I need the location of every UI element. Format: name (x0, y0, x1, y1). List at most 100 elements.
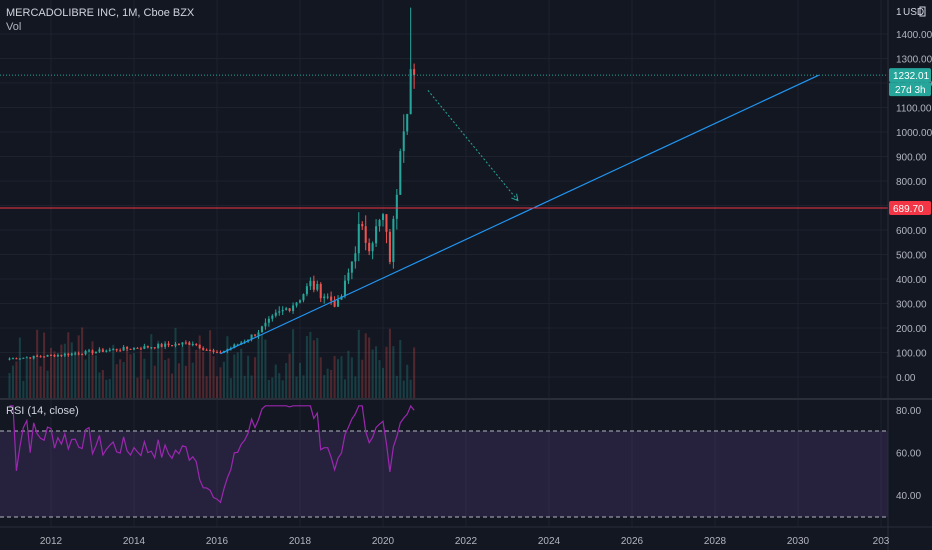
volume-bar (32, 356, 35, 399)
volume-bar (171, 373, 174, 399)
volume-bar (267, 379, 270, 399)
volume-bar (77, 335, 80, 399)
candle-body (388, 231, 391, 262)
volume-bar (143, 358, 146, 399)
volume-bar (271, 377, 274, 399)
volume-bar (209, 330, 212, 399)
volume-bar (202, 352, 205, 399)
candle-body (209, 349, 212, 351)
candle-body (188, 342, 191, 345)
price-tick-label: 1300.00 (896, 55, 932, 66)
candle-body (167, 343, 170, 346)
volume-label[interactable]: Vol (6, 21, 22, 33)
rsi-axis[interactable]: 80.00 60.00 40.00 (896, 406, 921, 502)
volume-bar (406, 364, 409, 399)
candle-body (56, 354, 59, 357)
volume-bar (91, 341, 94, 399)
volume-bar (326, 368, 329, 399)
current-price-tag: 1232.01 27d 3h (889, 68, 931, 97)
price-tick-label: 600.00 (896, 226, 927, 237)
volume-bar (281, 380, 284, 399)
volume-bar (340, 356, 343, 399)
candle-body (319, 284, 322, 299)
volume-bar (25, 358, 28, 399)
candle-body (395, 194, 398, 219)
volume-bar (347, 350, 350, 399)
volume-bar (330, 369, 333, 399)
volume-bar (184, 365, 187, 399)
candle-body (143, 346, 146, 349)
volume-bar (285, 363, 288, 399)
candle-body (323, 296, 326, 299)
candle-body (343, 280, 346, 297)
volume-bar (167, 358, 170, 399)
candle-body (413, 69, 416, 76)
candle-body (150, 347, 153, 349)
volume-bar (226, 336, 229, 399)
volume-bar (233, 354, 236, 399)
volume-bar (22, 380, 25, 399)
volume-bar (295, 376, 298, 399)
currency-dropdown-icon[interactable] (919, 6, 926, 17)
volume-bar (198, 335, 201, 399)
time-axis[interactable]: 2012 2014 2016 2018 2020 2022 2024 2026 2028 2030… (40, 536, 890, 547)
volume-bar (36, 329, 39, 399)
volume-bar (81, 327, 84, 399)
volume-bar (243, 375, 246, 399)
candle-body (219, 352, 222, 354)
candle-body (191, 344, 194, 346)
volume-bar (368, 337, 371, 399)
candle-body (146, 346, 149, 348)
currency-selector[interactable]: USD 1 (896, 6, 926, 18)
volume-bar (413, 347, 416, 399)
volume-bar (409, 379, 412, 399)
candle-body (254, 334, 257, 336)
price-tick-label: 400.00 (896, 275, 927, 286)
volume-bar (150, 334, 153, 399)
candle-body (15, 358, 18, 360)
candle-body (309, 280, 312, 287)
volume-bar (354, 376, 357, 399)
volume-bar (212, 356, 215, 399)
volume-bar (98, 372, 101, 399)
trendline[interactable] (220, 74, 820, 355)
rsi-legend[interactable]: RSI (14, close) (6, 405, 79, 417)
candle-body (399, 151, 402, 195)
candle-body (264, 322, 267, 327)
candle-body (119, 350, 122, 352)
candle-body (260, 326, 263, 333)
candle-body (381, 214, 385, 221)
candle-body (326, 296, 329, 298)
volume-bar (333, 356, 336, 399)
volume-bar (139, 350, 142, 399)
price-tick-label: 200.00 (896, 324, 927, 335)
candle-body (292, 305, 295, 312)
candle-body (153, 347, 156, 349)
candle-body (281, 309, 284, 312)
volume-bar (385, 346, 388, 399)
projection-arrow[interactable] (427, 90, 519, 202)
price-tick-label: 1100.00 (896, 104, 932, 115)
candle-body (171, 345, 174, 347)
candle-body (29, 357, 32, 359)
volume-bar (240, 348, 243, 399)
volume-bar (160, 346, 163, 399)
volume-bar (70, 342, 73, 399)
candle-body (368, 242, 371, 252)
volume-bar (49, 347, 53, 399)
candle-body (250, 334, 253, 340)
candle-body (77, 353, 80, 355)
volume-bar (288, 353, 291, 399)
candle-body (60, 354, 63, 356)
volume-bar (350, 357, 353, 399)
time-tick-label: 203 (873, 536, 890, 547)
currency-label[interactable]: USD (903, 7, 924, 18)
candle-body (278, 311, 281, 313)
candle-body (74, 353, 77, 355)
symbol-title[interactable]: MERCADOLIBRE INC, 1M, Cboe BZX (6, 7, 195, 19)
volume-bar (53, 351, 56, 399)
volume-bar (205, 376, 208, 399)
horizontal-line-label: 689.70 (893, 204, 924, 215)
candle-body (160, 344, 163, 347)
